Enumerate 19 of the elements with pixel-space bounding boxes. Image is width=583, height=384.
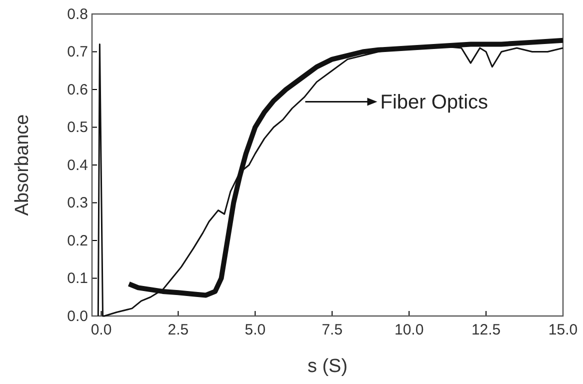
x-tick-label: 10.0	[394, 322, 424, 339]
x-tick-label: 2.5	[168, 322, 189, 339]
x-tick-label: 12.5	[471, 322, 501, 339]
x-axis-title: s (S)	[307, 356, 348, 377]
y-tick-label: 0.4	[67, 156, 88, 174]
y-axis-title: Absorbance	[12, 114, 33, 216]
y-tick-label: 0.0	[67, 308, 88, 325]
y-tick-label: 0.1	[67, 270, 88, 288]
x-tick-label: 7.5	[322, 322, 343, 339]
x-tick-label: 15.0	[548, 322, 578, 339]
x-tick-label: 0.0	[90, 322, 112, 339]
x-tick-label: 5.0	[244, 322, 266, 339]
legend-label: Fiber Optics	[380, 92, 488, 114]
y-tick-label: 0.2	[67, 232, 88, 250]
y-tick-label: 0.3	[67, 194, 88, 212]
y-tick-label: 0.6	[67, 81, 88, 98]
y-tick-label: 0.8	[67, 6, 88, 23]
y-tick-label: 0.5	[67, 119, 88, 136]
y-tick-label: 0.7	[67, 44, 88, 61]
